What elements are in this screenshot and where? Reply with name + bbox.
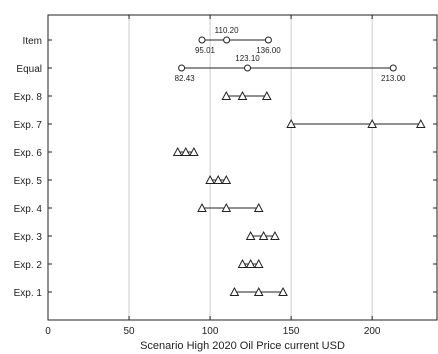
triangle-marker bbox=[237, 90, 248, 100]
triangle-marker bbox=[253, 202, 264, 212]
y-tick-label: Item bbox=[23, 36, 42, 47]
x-tick-label: 200 bbox=[364, 326, 381, 337]
triangle-marker bbox=[221, 174, 232, 184]
triangle-marker bbox=[270, 230, 280, 240]
circle-marker bbox=[223, 36, 231, 44]
triangle-marker bbox=[253, 286, 264, 296]
x-tick-label: 100 bbox=[202, 326, 219, 337]
circle-marker bbox=[198, 36, 206, 44]
y-tick-label: Exp. 1 bbox=[14, 288, 43, 299]
triangle-marker bbox=[180, 146, 191, 156]
circle-marker bbox=[178, 64, 186, 72]
x-axis-title: Scenario High 2020 Oil Price current USD bbox=[140, 340, 345, 352]
data-label-mid: 110.20 bbox=[215, 26, 239, 35]
y-tick-label: Exp. 4 bbox=[14, 204, 43, 215]
triangle-marker bbox=[221, 202, 232, 212]
data-label-max: 213.00 bbox=[381, 74, 406, 83]
triangle-marker bbox=[213, 174, 224, 184]
triangle-marker bbox=[221, 90, 232, 100]
y-tick-label: Exp. 2 bbox=[14, 260, 43, 271]
triangle-marker bbox=[229, 286, 240, 296]
triangle-marker bbox=[261, 90, 272, 100]
data-label-min: 95.01 bbox=[195, 46, 216, 55]
circle-marker bbox=[264, 36, 272, 44]
triangle-marker bbox=[286, 118, 296, 128]
y-tick-label: Exp. 7 bbox=[14, 120, 43, 131]
triangle-marker bbox=[245, 258, 256, 268]
y-tick-label: Exp. 8 bbox=[14, 92, 43, 103]
triangle-marker bbox=[189, 146, 199, 156]
triangle-marker bbox=[172, 146, 183, 156]
triangle-marker bbox=[253, 258, 264, 268]
circle-marker bbox=[244, 64, 252, 72]
data-label-max: 136.00 bbox=[256, 46, 281, 55]
data-label-min: 82.43 bbox=[175, 74, 196, 83]
x-tick-label: 50 bbox=[123, 326, 135, 337]
triangle-marker bbox=[197, 202, 207, 212]
x-tick-label: 150 bbox=[283, 326, 300, 337]
circle-marker bbox=[389, 64, 397, 72]
triangle-marker bbox=[237, 258, 248, 268]
triangle-marker bbox=[367, 118, 378, 128]
y-tick-label: Exp. 3 bbox=[14, 232, 43, 243]
plot-frame bbox=[47, 14, 438, 321]
triangle-marker bbox=[415, 118, 426, 128]
data-label-mid: 123.10 bbox=[235, 54, 260, 63]
y-tick-label: Exp. 6 bbox=[14, 148, 43, 159]
x-tick-label: 0 bbox=[45, 326, 51, 337]
triangle-marker bbox=[205, 174, 215, 184]
y-tick-label: Exp. 5 bbox=[14, 176, 43, 187]
y-tick-label: Equal bbox=[16, 64, 42, 75]
triangle-marker bbox=[245, 230, 256, 240]
triangle-marker bbox=[278, 286, 288, 296]
triangle-marker bbox=[258, 230, 269, 240]
